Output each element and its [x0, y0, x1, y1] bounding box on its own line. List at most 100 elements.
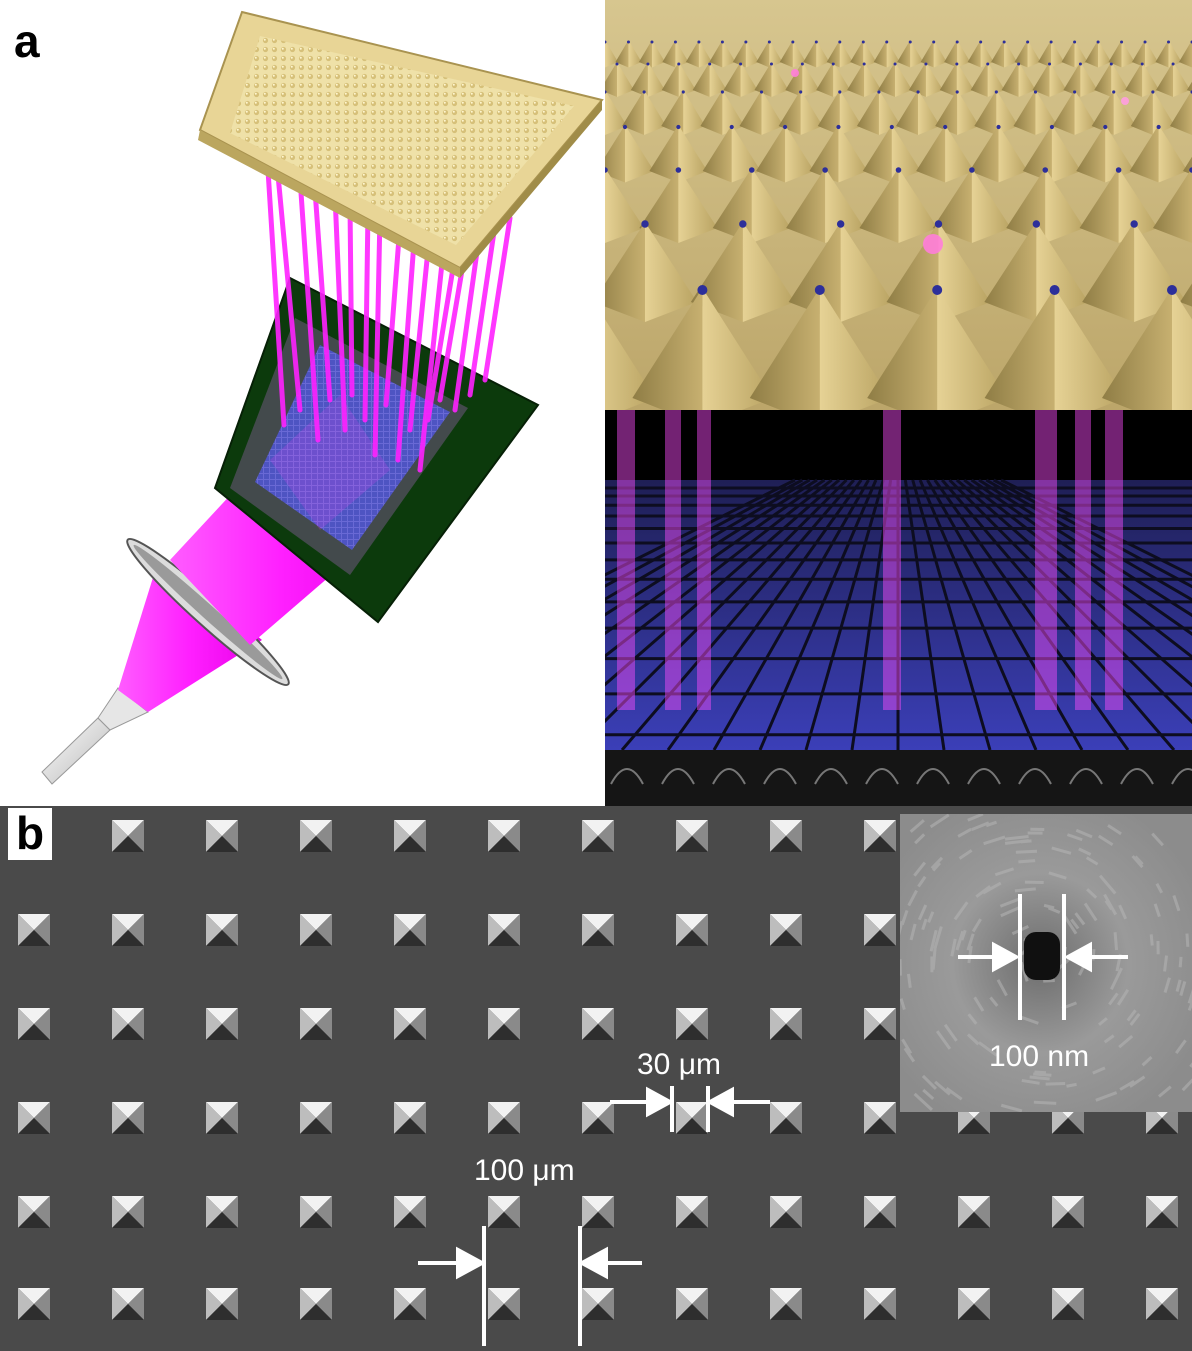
pyramid-tip — [642, 90, 646, 94]
pyramid-tip — [697, 285, 708, 295]
sem-pyramid-face — [864, 1212, 896, 1228]
grid-line — [605, 478, 811, 601]
pitch-label: 100 μm — [474, 1154, 575, 1187]
sem-pyramid-face — [598, 1288, 614, 1320]
sem-pyramid-face — [316, 820, 332, 852]
grain-stroke — [1034, 1070, 1047, 1075]
sem-pyramid-face — [112, 1118, 144, 1134]
sem-pyramid-face — [864, 1196, 896, 1212]
sem-pyramid-face — [394, 1196, 426, 1212]
pyramid-face-left — [1132, 40, 1146, 68]
sem-pyramid-face — [488, 820, 504, 852]
pyramid-face-right — [1172, 288, 1192, 410]
pyramid-face-left — [709, 40, 723, 68]
pixel-support — [1171, 768, 1192, 785]
grain-stroke — [1074, 912, 1086, 926]
pyramid-tip — [605, 167, 608, 173]
pyramid-face-left — [817, 90, 840, 135]
sem-pyramid-face — [300, 914, 316, 946]
grid-line — [933, 479, 1130, 751]
pyramid-tip — [814, 40, 818, 44]
pyramid-face-right — [605, 40, 618, 68]
pyramid-tip — [862, 62, 866, 66]
grain-stroke — [971, 821, 990, 832]
sem-pyramid-face — [316, 1196, 332, 1228]
pyramid-face-right — [863, 40, 877, 68]
grain-stroke — [950, 938, 957, 957]
sem-pyramid-face — [1146, 1196, 1178, 1212]
sem-pyramid-face — [504, 914, 520, 946]
grain-stroke — [1175, 1039, 1187, 1055]
grain-stroke — [1043, 903, 1055, 910]
pyramid-face-left — [862, 125, 892, 183]
grid-line — [620, 479, 855, 751]
pyramid-face-left — [662, 40, 676, 68]
sem-pyramid-face — [206, 1008, 238, 1024]
grain-stroke — [1119, 1079, 1135, 1091]
pyramid-face-left — [605, 62, 617, 97]
grain-stroke — [1129, 1075, 1146, 1088]
sem-pyramid-face — [864, 930, 896, 946]
sem-pyramid-face — [582, 1196, 614, 1212]
grain-stroke — [1104, 899, 1113, 911]
aperture-size-label: 100 nm — [989, 1040, 1090, 1073]
pyramid-face-left — [1001, 62, 1019, 97]
pyramid-face-left — [605, 222, 645, 322]
pyramid-face-left — [826, 40, 840, 68]
pyramid-face-right — [1121, 40, 1135, 68]
sem-pyramid-face — [18, 1196, 34, 1228]
sem-pyramid-face — [316, 1102, 332, 1134]
pyramid-tip — [1167, 285, 1177, 295]
pyramid-face-right — [769, 40, 783, 68]
pyramid-face-right — [1004, 40, 1018, 68]
pyramid-tip — [908, 40, 912, 44]
sem-pyramid-face — [206, 1288, 238, 1304]
sem-pyramid-face — [112, 1102, 144, 1118]
sem-pyramid-face — [504, 1288, 520, 1320]
pyramid-face-right — [651, 40, 665, 68]
grain-stroke — [1175, 979, 1182, 992]
sem-pyramid-face — [864, 1024, 896, 1040]
grain-stroke — [971, 918, 982, 933]
pyramid-face-left — [1170, 90, 1192, 135]
pyramid-face-left — [700, 90, 723, 135]
sem-pyramid-face — [692, 1288, 708, 1320]
sem-pyramid-face — [786, 1196, 802, 1228]
pyramid-tip — [1140, 62, 1144, 66]
pyramid-face-left — [856, 90, 879, 135]
grain-stroke — [1158, 1085, 1172, 1098]
pyramid-tip — [1167, 40, 1171, 44]
pyramid-face-right — [895, 62, 913, 97]
pyramid-tip — [979, 40, 983, 44]
sem-pyramid-face — [316, 1288, 332, 1320]
grid-line — [911, 479, 992, 751]
pixel-support — [916, 768, 950, 785]
grain-stroke — [900, 998, 906, 1010]
grain-stroke — [983, 835, 1006, 846]
sem-pyramid-face — [112, 836, 144, 852]
sem-pyramid-face — [488, 1024, 520, 1040]
pyramid-tip — [1033, 90, 1038, 94]
grain-stroke — [994, 867, 1015, 877]
sem-pyramid-face — [300, 1102, 332, 1118]
pyramid-face-right — [1045, 168, 1085, 243]
grain-stroke — [1048, 871, 1067, 880]
pyramid-face-left — [1125, 62, 1143, 97]
sem-pyramid-face — [300, 1288, 332, 1304]
grain-stroke — [909, 819, 925, 833]
grain-stroke — [1000, 1103, 1023, 1112]
sem-pyramid-face — [112, 820, 128, 852]
sem-pyramid-face — [958, 1212, 990, 1228]
grain-stroke — [935, 1030, 952, 1050]
grid-line — [941, 479, 1176, 751]
sem-pyramid-face — [880, 1102, 896, 1134]
grain-stroke — [1153, 903, 1161, 918]
grid-line — [963, 478, 1192, 659]
grain-stroke — [1107, 824, 1122, 836]
sem-pyramid-face — [410, 1196, 426, 1228]
grid-line — [605, 478, 804, 588]
sem-pyramid-face — [582, 836, 614, 852]
sem-pyramid-face — [864, 1008, 880, 1040]
sem-pyramid-face — [300, 1008, 332, 1024]
sem-pyramid-face — [222, 1196, 238, 1228]
